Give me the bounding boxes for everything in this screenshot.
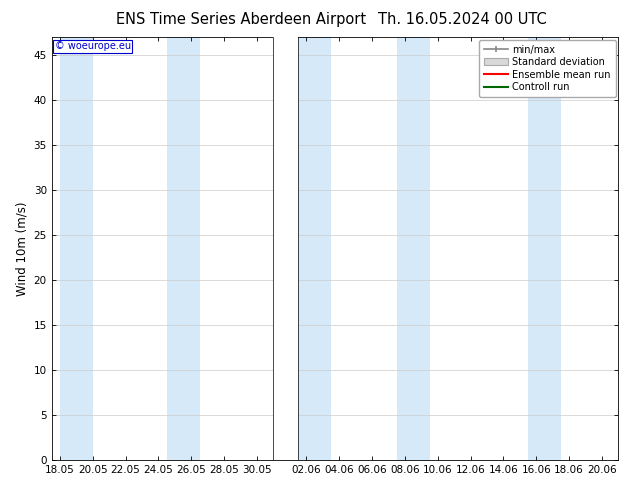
Bar xyxy=(298,37,331,460)
Legend: min/max, Standard deviation, Ensemble mean run, Controll run: min/max, Standard deviation, Ensemble me… xyxy=(479,40,616,97)
Bar xyxy=(167,37,200,460)
Bar xyxy=(528,37,561,460)
Text: © woeurope.eu: © woeurope.eu xyxy=(55,41,131,51)
Text: ENS Time Series Aberdeen Airport: ENS Time Series Aberdeen Airport xyxy=(116,12,366,27)
Bar xyxy=(60,37,93,460)
Text: Th. 16.05.2024 00 UTC: Th. 16.05.2024 00 UTC xyxy=(378,12,547,27)
Y-axis label: Wind 10m (m/s): Wind 10m (m/s) xyxy=(15,201,28,296)
Bar xyxy=(273,37,298,460)
Bar xyxy=(397,37,429,460)
